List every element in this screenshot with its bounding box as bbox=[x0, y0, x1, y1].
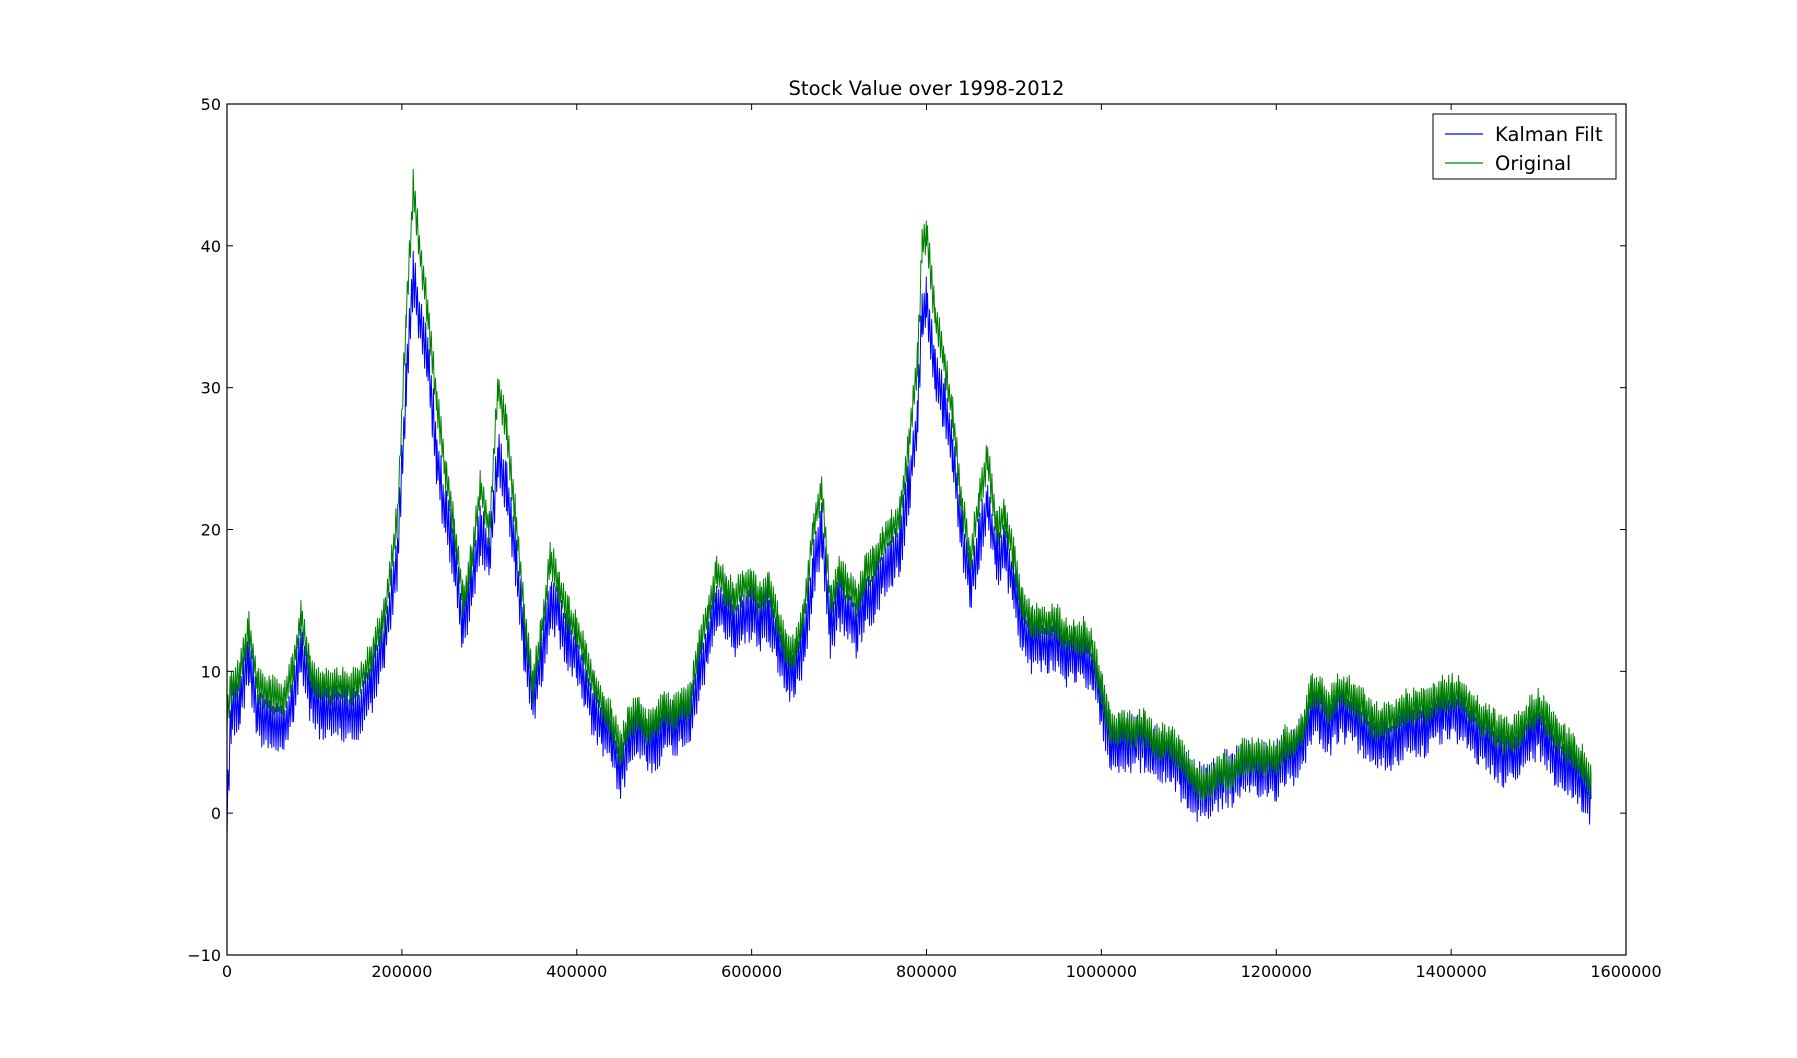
x-tick-label: 400000 bbox=[546, 962, 607, 981]
y-tick-label: 0 bbox=[211, 804, 221, 823]
x-tick-label: 200000 bbox=[371, 962, 432, 981]
legend-label: Original bbox=[1495, 152, 1571, 175]
y-tick-label: 50 bbox=[201, 95, 221, 114]
y-tick-label: 10 bbox=[201, 662, 221, 681]
y-tick-label: 40 bbox=[201, 237, 221, 256]
legend: Kalman Filt Original bbox=[1432, 113, 1617, 180]
legend-label: Kalman Filt bbox=[1495, 123, 1603, 146]
x-tick-label: 1600000 bbox=[1590, 962, 1661, 981]
x-tick-label: 0 bbox=[222, 962, 232, 981]
y-tick-label: 20 bbox=[201, 521, 221, 540]
x-tick-label: 1200000 bbox=[1241, 962, 1312, 981]
series-line-kalman-filt bbox=[227, 250, 1592, 839]
chart-title: Stock Value over 1998-2012 bbox=[789, 77, 1065, 100]
x-tick-label: 1400000 bbox=[1415, 962, 1486, 981]
series-layer bbox=[227, 168, 1592, 839]
x-tick-label: 800000 bbox=[896, 962, 957, 981]
x-tick-label: 1000000 bbox=[1066, 962, 1137, 981]
legend-box bbox=[1432, 113, 1617, 180]
y-tick-label: 30 bbox=[201, 379, 221, 398]
axis-ticks: 0 200000 400000 600000 800000 1000000 1200000 1… bbox=[187, 95, 1661, 981]
series-line-original bbox=[227, 168, 1592, 804]
y-tick-label: −10 bbox=[187, 946, 221, 965]
x-tick-label: 600000 bbox=[721, 962, 782, 981]
